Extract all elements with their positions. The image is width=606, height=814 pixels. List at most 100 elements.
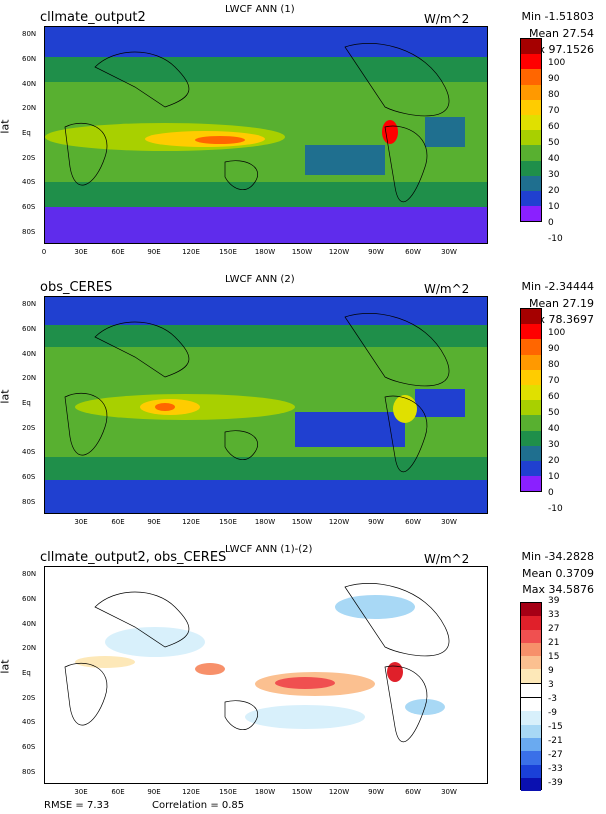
lon-tick: 60W [405,518,421,526]
colorbar-swatch [521,616,541,630]
colorbar-label: 20 [548,186,560,196]
lon-tick: 150W [291,788,313,796]
stat-min: Min -34.2828 [521,550,594,563]
lat-tick: 80N [22,570,37,578]
stat-mean: Mean 27.54 [529,27,594,40]
colorbar-label: -3 [548,694,557,704]
colorbar-swatch [521,711,541,725]
colorbar-swatch [521,309,541,325]
colorbar-swatch [521,206,541,222]
lat-tick: 20S [22,694,36,702]
colorbar [520,602,542,792]
colorbar-label: 0 [548,488,554,498]
lon-tick: 120W [328,248,350,256]
plot-title: LWCF ANN (2) [225,274,295,285]
lon-tick: 180W [254,518,276,526]
y-axis-label: lat [0,119,12,134]
colorbar-swatch [521,669,541,683]
map-plot [44,26,488,244]
colorbar-swatch [521,145,541,161]
case-name: cllmate_output2, obs_CERES [40,550,227,565]
lon-tick: 60E [111,518,125,526]
lat-tick: 60S [22,203,36,211]
y-axis-label: lat [0,389,12,404]
plot-title: LWCF ANN (1) [225,4,295,15]
colorbar-label: 80 [548,90,560,100]
colorbar-label: 40 [548,154,560,164]
colorbar-swatch [521,460,541,477]
lon-tick: 90W [368,788,384,796]
lon-tick: 30W [441,518,457,526]
colorbar-swatch [521,682,541,698]
colorbar-swatch [521,54,541,70]
lon-tick: 30E [74,788,88,796]
lat-tick: 80N [22,300,37,308]
lat-tick: 40S [22,718,36,726]
lat-tick: 20N [22,644,37,652]
colorbar-label: -21 [548,736,563,746]
colorbar-swatch [521,130,541,146]
lon-tick: 150W [291,248,313,256]
colorbar-label: 100 [548,58,566,68]
colorbar-label: 50 [548,138,560,148]
colorbar-swatch [521,764,541,778]
colorbar-swatch [521,39,541,55]
colorbar-label: 80 [548,360,560,370]
lon-tick: 0 [41,248,47,256]
lat-tick: 20N [22,104,37,112]
lat-tick: 60S [22,473,36,481]
colorbar-swatch [521,384,541,401]
colorbar-label: 21 [548,638,560,648]
colorbar-swatch [521,400,541,416]
colorbar-label: 3 [548,680,554,690]
colorbar-label: 10 [548,472,560,482]
colorbar-label: 70 [548,376,560,386]
colorbar-label: 15 [548,652,560,662]
colorbar-swatch [521,190,541,207]
colorbar-swatch [521,324,541,340]
colorbar-swatch [521,642,541,657]
colorbar-swatch [521,445,541,461]
lat-tick: 60S [22,743,36,751]
colorbar-label: 27 [548,624,560,634]
lon-tick: 30E [74,518,88,526]
lat-tick: 40S [22,448,36,456]
colorbar-swatch [521,99,541,115]
colorbar-label: -39 [548,778,563,788]
colorbar-label: 70 [548,106,560,116]
colorbar-label: 100 [548,328,566,338]
colorbar-label: -10 [548,504,563,514]
lon-tick: 90E [147,518,161,526]
plot-title: LWCF ANN (1)-(2) [225,544,313,555]
lat-tick: 20N [22,374,37,382]
stat-mean: Mean 27.19 [529,297,594,310]
case-name: obs_CERES [40,280,113,295]
colorbar-label: 90 [548,344,560,354]
lon-tick: 180W [254,788,276,796]
lat-tick: 60N [22,55,37,63]
lat-tick: 60N [22,595,37,603]
lat-tick: 20S [22,154,36,162]
panel-2: obs_CERES LWCF ANN (2) W/m^2 Min -2.3444… [0,270,606,540]
colorbar-label: 60 [548,392,560,402]
lon-tick: 30W [441,788,457,796]
lon-tick: 180W [254,248,276,256]
colorbar-label: 30 [548,170,560,180]
lat-tick: 80S [22,228,36,236]
lon-tick: 60E [111,788,125,796]
units-label: W/m^2 [424,12,470,26]
lon-tick: 120W [328,518,350,526]
colorbar-label: -10 [548,234,563,244]
lon-tick: 120W [328,788,350,796]
colorbar-swatch [521,724,541,738]
stat-max: Max 34.5876 [522,583,594,596]
colorbar-label: 9 [548,666,554,676]
colorbar-swatch [521,69,541,85]
units-label: W/m^2 [424,552,470,566]
colorbar-swatch [521,114,541,131]
lon-tick: 150E [219,248,237,256]
colorbar-swatch [521,737,541,752]
colorbar-swatch [521,697,541,712]
lat-tick: 40N [22,620,37,628]
colorbar-label: 0 [548,218,554,228]
